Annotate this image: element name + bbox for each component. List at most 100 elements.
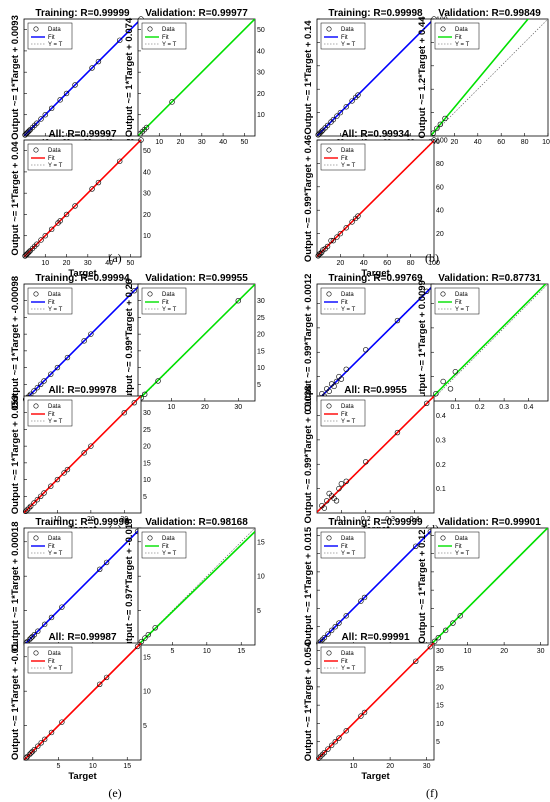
plot-title: Training: R=0.99994: [35, 273, 130, 284]
data-point: [48, 729, 55, 736]
data-point: [59, 719, 65, 725]
x-tick-label: 80: [407, 260, 415, 267]
x-tick-label: 0.3: [385, 516, 395, 523]
legend-box: [434, 22, 480, 50]
x-tick-label: 10: [54, 516, 62, 523]
plot-title: Validation: R=0.98168: [145, 517, 248, 528]
data-point: [326, 388, 332, 394]
data-point: [26, 751, 33, 758]
x-tick-label: 20: [87, 516, 95, 523]
fit-line: [317, 19, 434, 136]
y-tick-label: 30: [143, 410, 151, 417]
data-point: [333, 378, 340, 385]
legend-fit-label: Fit: [48, 659, 55, 665]
y-tick-label: 25: [143, 427, 151, 434]
data-point: [31, 500, 37, 506]
legend-data-label: Data: [341, 536, 354, 542]
legend-data-label: Data: [48, 651, 61, 657]
data-point: [142, 635, 148, 641]
x-axis-label: Target: [68, 268, 97, 279]
data-point: [333, 498, 340, 504]
x-tick-label: 60: [497, 139, 505, 146]
data-point: [48, 371, 54, 377]
fit-line: [431, 19, 530, 136]
data-point: [138, 137, 144, 143]
data-point: [317, 753, 324, 760]
y-tick-label: 10: [143, 689, 151, 696]
legend-data-marker: [147, 291, 153, 297]
legend-box: [434, 531, 480, 559]
identity-line: [430, 18, 549, 137]
data-point: [35, 628, 41, 634]
fit-line: [24, 528, 141, 645]
y-axis-label: Output ~= 0.97*Target + -0.018: [124, 519, 135, 655]
data-point: [38, 237, 44, 243]
plot-title: Training: R=0.99999: [35, 8, 130, 19]
legend-yt-label: Y = T: [455, 307, 470, 313]
fit-line: [431, 284, 547, 400]
y-tick-label: 20: [143, 444, 151, 451]
data-point: [38, 740, 44, 746]
data-point: [338, 481, 345, 487]
y-axis-label: Output ~= 1*Target + 0.059: [10, 395, 21, 514]
data-point: [318, 128, 325, 135]
data-point: [332, 624, 338, 630]
y-axis-label: Output ~= 1*Target + 0.074: [124, 17, 135, 137]
legend-yt-label: Y = T: [48, 307, 63, 313]
data-point: [41, 736, 48, 743]
legend-yt-label: Y = T: [341, 307, 356, 313]
data-point: [143, 124, 150, 131]
legend-data-marker: [33, 535, 39, 541]
legend-yt-label: Y = T: [341, 419, 356, 425]
legend-fit-label: Fit: [162, 300, 169, 306]
data-point: [134, 643, 141, 650]
legend-data-marker: [147, 26, 153, 32]
legend-data-marker: [33, 403, 39, 409]
x-tick-label: 40: [474, 139, 482, 146]
x-tick-label: 10: [41, 260, 49, 267]
data-point: [152, 625, 158, 631]
legend-fit-label: Fit: [455, 300, 462, 306]
legend-box: [320, 646, 366, 674]
identity-line: [430, 283, 549, 402]
data-point: [457, 613, 463, 619]
data-point: [34, 384, 41, 391]
fit-line: [138, 531, 255, 645]
plot-title: Validation: R=0.99901: [438, 517, 541, 528]
data-point: [319, 636, 326, 643]
data-point: [440, 378, 446, 385]
legend-fit-label: Fit: [162, 544, 169, 550]
data-point: [343, 366, 349, 373]
y-tick-label: 40: [257, 48, 265, 55]
legend-yt-label: Y = T: [455, 42, 470, 48]
y-tick-label: 20: [436, 231, 444, 238]
data-point: [235, 298, 241, 304]
data-point: [31, 746, 38, 753]
data-point: [141, 391, 148, 398]
data-point: [24, 753, 31, 760]
legend-data-label: Data: [48, 148, 61, 154]
x-tick-label: 5: [170, 648, 174, 655]
x-tick-label: 10: [89, 763, 97, 770]
data-point: [38, 493, 44, 499]
data-point: [24, 506, 31, 513]
legend-yt-label: Y = T: [48, 42, 63, 48]
y-tick-label: 40: [436, 208, 444, 215]
x-tick-label: 0.1: [451, 404, 461, 411]
fit-line: [317, 396, 434, 513]
x-tick-label: 60: [383, 260, 391, 267]
legend-fit-label: Fit: [341, 156, 348, 162]
plot-title: All: R=0.99987: [48, 632, 117, 643]
y-axis-label: Output ~= 1*Target + 0.04: [10, 141, 21, 256]
data-point: [117, 37, 123, 43]
y-tick-label: 15: [257, 348, 265, 355]
legend-box: [434, 287, 480, 315]
legend-data-marker: [147, 535, 153, 541]
